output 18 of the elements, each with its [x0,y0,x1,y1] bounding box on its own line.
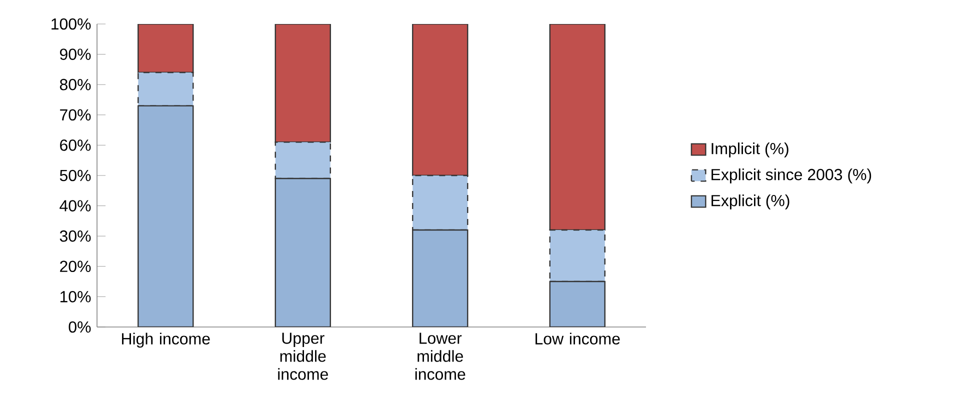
y-tick-label: 60% [60,140,91,151]
y-tick-label: 90% [60,48,91,60]
legend-label: Explicit (%) [712,194,790,210]
y-tick-label: 40% [60,200,91,212]
y-tick-label: 0% [68,321,91,333]
y-tick-label: 10% [60,291,91,302]
x-tick-label: High income [122,332,210,348]
legend-label: Explicit since 2003 (%) [712,168,872,184]
x-tick-label: Lower middle income [415,332,466,380]
y-tick-label: 70% [60,109,91,121]
x-tick-label: Low income [536,332,620,344]
y-tick-label: 80% [60,78,91,90]
x-tick-label: Upper middle income [278,332,328,380]
y-tick-label: 50% [60,170,91,182]
y-tick-label: 20% [60,260,91,272]
y-tick-label: 30% [60,230,91,242]
y-tick-label: 100% [52,18,91,30]
legend-label: Implicit (%) [712,142,788,158]
